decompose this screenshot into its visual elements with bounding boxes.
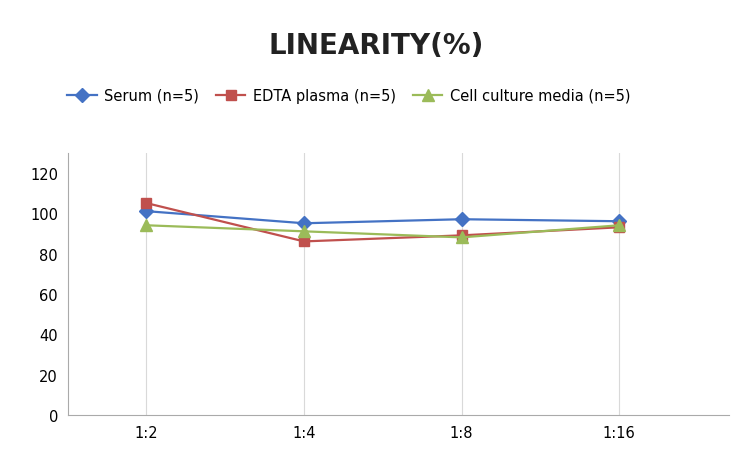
Serum (n=5) bbox=[614, 219, 623, 225]
Line: Serum (n=5): Serum (n=5) bbox=[141, 207, 624, 229]
Cell culture media (n=5) bbox=[142, 223, 151, 229]
Cell culture media (n=5) bbox=[614, 223, 623, 229]
Line: EDTA plasma (n=5): EDTA plasma (n=5) bbox=[141, 199, 624, 247]
EDTA plasma (n=5) bbox=[614, 225, 623, 230]
Text: LINEARITY(%): LINEARITY(%) bbox=[268, 32, 484, 60]
EDTA plasma (n=5) bbox=[142, 201, 151, 207]
Line: Cell culture media (n=5): Cell culture media (n=5) bbox=[141, 220, 625, 244]
Serum (n=5) bbox=[457, 217, 466, 222]
EDTA plasma (n=5) bbox=[299, 239, 308, 244]
Cell culture media (n=5) bbox=[457, 235, 466, 240]
Cell culture media (n=5) bbox=[299, 229, 308, 235]
Serum (n=5) bbox=[299, 221, 308, 226]
Legend: Serum (n=5), EDTA plasma (n=5), Cell culture media (n=5): Serum (n=5), EDTA plasma (n=5), Cell cul… bbox=[68, 88, 630, 103]
EDTA plasma (n=5) bbox=[457, 233, 466, 239]
Serum (n=5) bbox=[142, 209, 151, 214]
